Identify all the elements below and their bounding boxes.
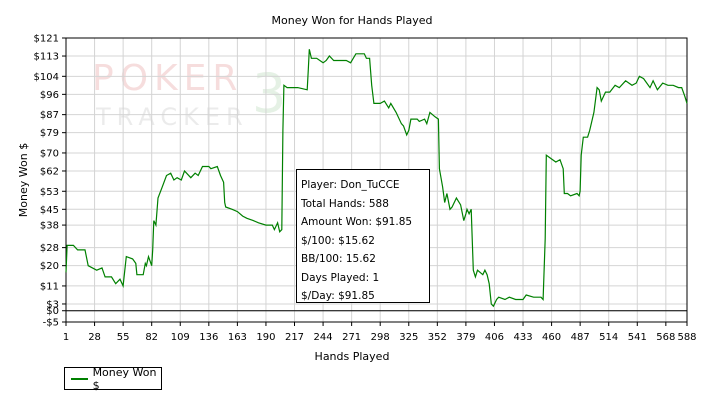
y-tick-label: $20	[40, 261, 59, 272]
legend-label: Money Won $	[92, 365, 157, 392]
y-tick-label: $3	[46, 299, 59, 310]
info-player: Player: Don_TuCCE	[301, 179, 400, 191]
info-per-100: $/100: $15.62	[301, 234, 375, 247]
x-tick-label: 514	[599, 332, 618, 343]
series-line-money-won	[65, 49, 688, 308]
x-tick-label: 136	[199, 332, 218, 343]
x-axis-ticks: 1 28 55 82 109 136 163 190 217 244 271 298 325 352 379…	[63, 322, 697, 343]
y-tick-label: $113	[34, 52, 59, 63]
x-tick-label: 271	[342, 332, 361, 343]
chart-title: Money Won for Hands Played	[272, 14, 433, 27]
x-axis-label: Hands Played	[315, 350, 390, 363]
series-lines	[65, 49, 688, 308]
watermark-tracker-text: TRACKER	[95, 103, 249, 131]
y-tick-label: $11	[40, 281, 59, 292]
y-tick-label: $38	[40, 221, 59, 232]
x-tick-label: 541	[628, 332, 647, 343]
y-axis-ticks: $121 $113 $104 $96 $87 $79 $70 $62 $53 $45 $38 $28 $…	[34, 34, 66, 329]
plot-frame	[65, 37, 688, 323]
x-tick-label: 28	[88, 332, 101, 343]
x-tick-label: 244	[314, 332, 333, 343]
y-tick-label: $0	[46, 306, 59, 317]
y-tick-label: $28	[40, 243, 59, 254]
x-tick-label: 487	[571, 332, 590, 343]
x-tick-label: 55	[117, 332, 130, 343]
y-tick-label: $62	[40, 166, 59, 177]
y-tick-label: $79	[40, 128, 59, 139]
y-tick-label: $104	[34, 72, 59, 83]
x-tick-label: 1	[63, 332, 69, 343]
y-tick-label: -$5	[43, 318, 59, 329]
y-tick-label: $96	[40, 90, 59, 101]
info-per-day: $/Day: $91.85	[301, 290, 375, 302]
x-tick-label: 568	[656, 332, 675, 343]
y-tick-label: $121	[34, 34, 59, 45]
x-tick-label: 82	[145, 332, 158, 343]
info-total-hands: Total Hands: 588	[301, 197, 389, 210]
x-tick-label: 163	[228, 332, 247, 343]
info-bb-100: BB/100: 15.62	[301, 253, 376, 265]
x-tick-label: 298	[371, 332, 390, 343]
info-days-played: Days Played: 1	[301, 271, 380, 284]
x-tick-label: 217	[285, 332, 304, 343]
legend-line-swatch	[71, 377, 88, 380]
chart-legend: Money Won $	[64, 365, 162, 392]
watermark-numeral: 3	[252, 62, 286, 125]
poker-tracker-logo-watermark: POKER TRACKER 3	[92, 58, 286, 131]
x-tick-label: 109	[171, 332, 190, 343]
y-axis-label: Money Won $	[17, 143, 30, 217]
info-amount-won: Amount Won: $91.85	[301, 216, 413, 228]
x-tick-label: 379	[456, 332, 475, 343]
x-tick-label: 352	[428, 332, 447, 343]
x-tick-label: 460	[542, 332, 561, 343]
stats-info-box: Player: Don_TuCCE Total Hands: 588 Amoun…	[296, 169, 430, 303]
y-tick-label: $87	[40, 110, 59, 121]
x-tick-label: 433	[513, 332, 532, 343]
y-tick-label: $70	[40, 148, 59, 159]
y-tick-label: $53	[40, 187, 59, 198]
y-tick-label: $45	[40, 205, 59, 216]
x-tick-label: 325	[399, 332, 418, 343]
x-tick-label: 190	[256, 332, 275, 343]
x-tick-label: 588	[677, 332, 696, 343]
watermark-poker-text: POKER	[92, 58, 243, 99]
x-tick-label: 406	[485, 332, 504, 343]
